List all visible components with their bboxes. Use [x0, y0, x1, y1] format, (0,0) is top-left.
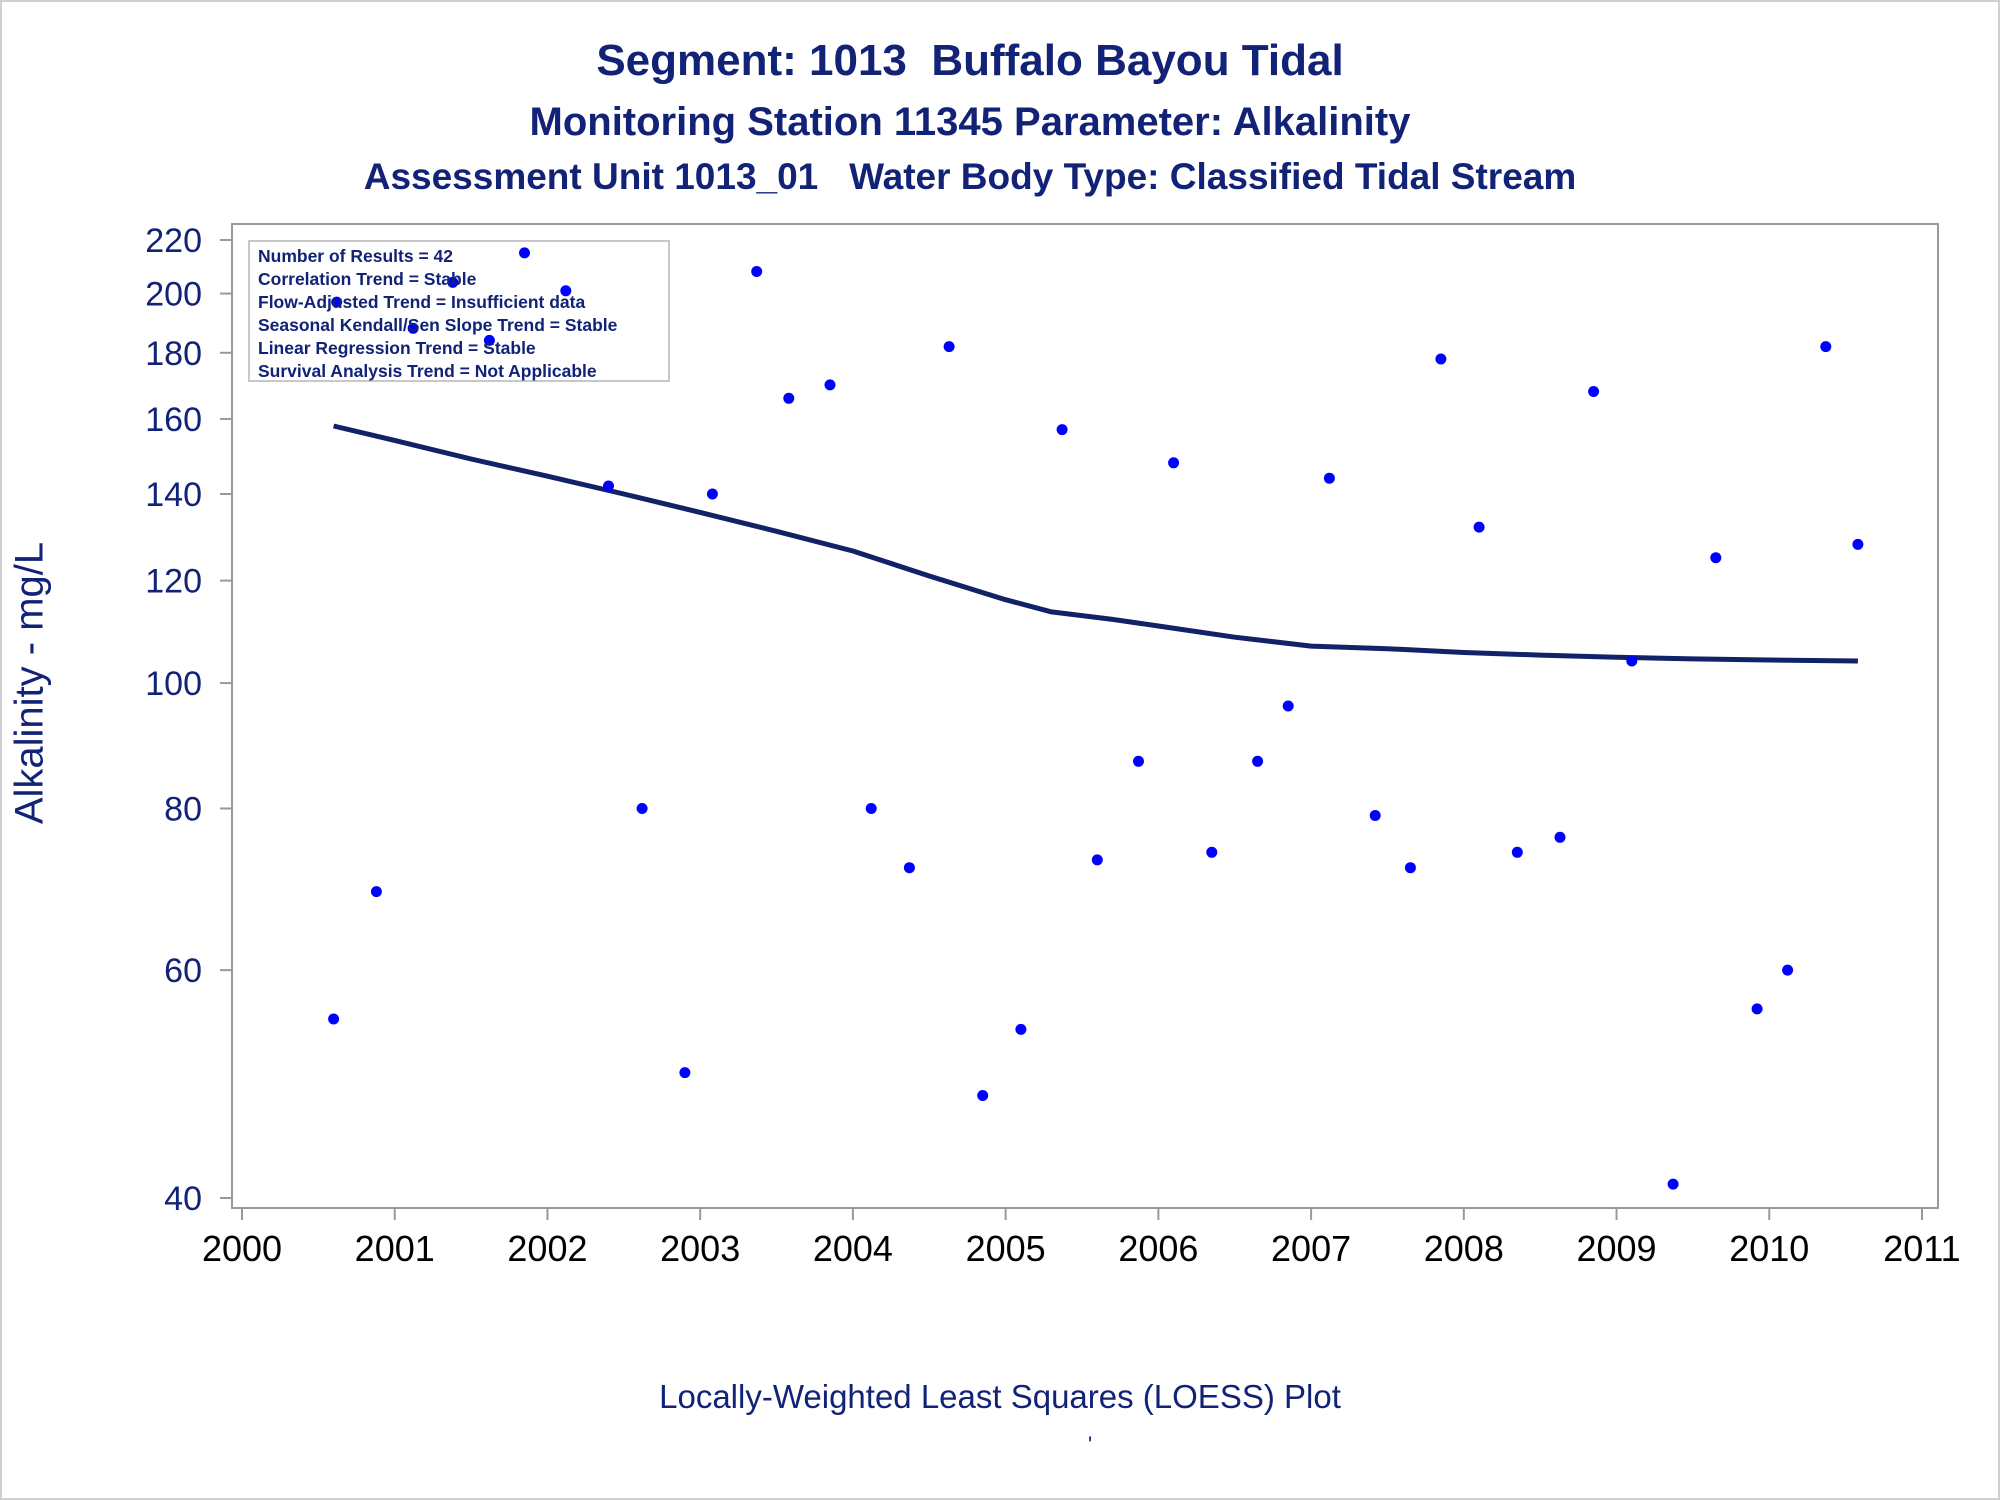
data-point — [1323, 472, 1335, 484]
y-tick-label: 60 — [164, 952, 202, 990]
loess-line — [333, 423, 1858, 664]
y-tick-label: 140 — [145, 476, 202, 514]
legend-line-correlation: Correlation Trend = Stable — [258, 269, 477, 289]
data-point — [1588, 386, 1600, 397]
x-tick-label: 2010 — [1729, 1228, 1809, 1269]
x-tick-label: 2000 — [202, 1228, 282, 1269]
x-tick-label: 2009 — [1576, 1228, 1656, 1269]
x-tick-label: 2011 — [1883, 1228, 1960, 1269]
data-point — [1710, 552, 1722, 564]
y-tick-label: 40 — [164, 1180, 202, 1218]
data-point — [1369, 810, 1381, 821]
legend-line-flow-adjusted: Flow-Adjusted Trend = Insufficient data — [258, 292, 586, 312]
data-point — [1626, 655, 1638, 667]
data-point — [824, 379, 836, 391]
x-tick-label: 2005 — [966, 1228, 1046, 1269]
data-point — [447, 276, 459, 288]
data-point — [783, 392, 795, 404]
data-point — [1667, 1178, 1679, 1190]
data-point — [1015, 1023, 1027, 1035]
data-point — [1133, 755, 1144, 767]
data-point — [560, 285, 572, 297]
data-point — [1404, 862, 1416, 874]
data-point — [328, 1013, 340, 1025]
y-tick-label: 160 — [145, 401, 202, 439]
data-point — [407, 322, 419, 334]
legend-line-linear-regression: Linear Regression Trend = Stable — [258, 338, 536, 358]
data-point — [865, 803, 877, 814]
data-point — [1056, 424, 1068, 436]
x-tick-label: 2001 — [355, 1228, 435, 1269]
data-point — [1751, 1003, 1763, 1015]
x-tick-label: 2002 — [507, 1228, 587, 1269]
footnote-mark: ' — [1088, 1432, 1093, 1457]
data-point — [1473, 521, 1485, 533]
data-point — [1820, 341, 1832, 353]
data-point — [1554, 831, 1566, 843]
data-point — [483, 334, 495, 346]
data-point — [1168, 457, 1180, 469]
y-tick-label: 80 — [164, 790, 202, 828]
chart-subtitle-2: Assessment Unit 1013_01 Water Body Type:… — [363, 156, 1577, 197]
x-tick-label: 2003 — [660, 1228, 740, 1269]
x-tick-label: 2006 — [1118, 1228, 1198, 1269]
y-tick-label: 200 — [145, 276, 202, 314]
data-point — [679, 1067, 691, 1079]
plot-border — [231, 223, 1939, 1209]
data-point — [903, 862, 915, 874]
data-point — [977, 1090, 989, 1101]
y-tick-label: 100 — [145, 665, 202, 703]
data-point — [1852, 538, 1864, 550]
data-point — [751, 266, 763, 277]
legend-box: Number of Results = 42 Correlation Trend… — [248, 240, 670, 382]
x-tick-label: 2008 — [1424, 1228, 1504, 1269]
legend-line-survival: Survival Analysis Trend = Not Applicable — [258, 361, 597, 381]
footnote: Locally-Weighted Least Squares (LOESS) P… — [659, 1378, 1341, 1415]
data-point — [370, 886, 382, 898]
x-tick-label: 2004 — [813, 1228, 893, 1269]
data-point — [1206, 846, 1218, 858]
y-tick-label: 220 — [145, 222, 202, 260]
chart-subtitle: Monitoring Station 11345 Parameter: Alka… — [529, 100, 1411, 144]
data-point — [331, 296, 343, 308]
data-point — [1252, 755, 1264, 767]
x-tick-label: 2007 — [1271, 1228, 1351, 1269]
data-point — [1782, 964, 1794, 976]
data-point — [1282, 700, 1294, 712]
data-point — [519, 247, 530, 259]
data-point — [1435, 353, 1447, 365]
legend-line-seasonal-kendall: Seasonal Kendall/Sen Slope Trend = Stabl… — [258, 315, 618, 335]
chart-title: Segment: 1013 Buffalo Bayou Tidal — [596, 36, 1344, 85]
data-point — [706, 488, 718, 500]
data-point — [943, 341, 955, 353]
data-point — [603, 480, 614, 492]
data-point — [1091, 854, 1103, 866]
y-tick-label: 180 — [145, 335, 202, 373]
data-point — [636, 803, 648, 814]
legend-line-results: Number of Results = 42 — [258, 246, 453, 266]
data-point — [1511, 846, 1523, 858]
y-tick-label: 120 — [145, 563, 202, 601]
